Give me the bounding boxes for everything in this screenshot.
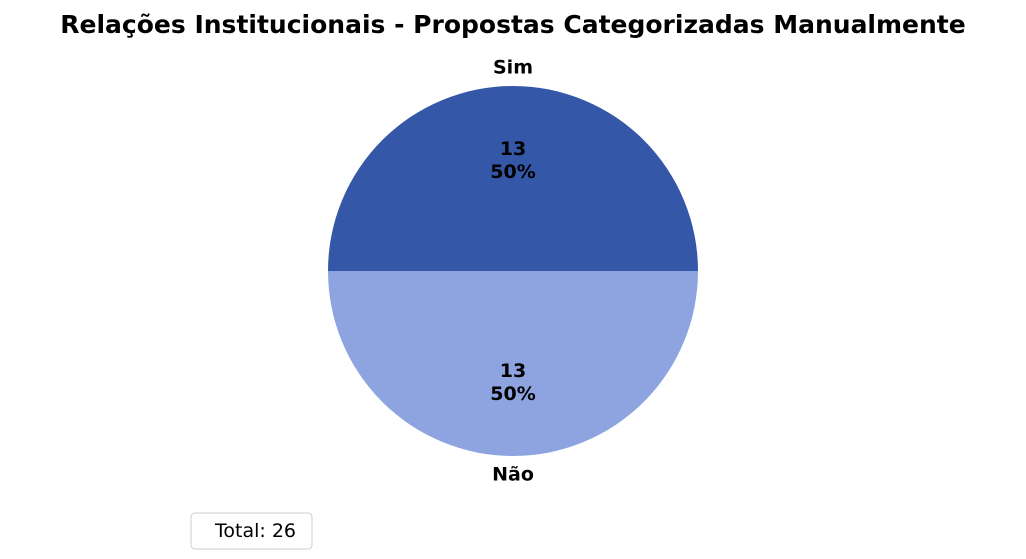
- pie-slice-não: [328, 271, 698, 456]
- slice-category-label: Não: [492, 464, 534, 486]
- slice-value-label: 13: [500, 360, 526, 382]
- legend-total-label: Total: 26: [214, 520, 296, 542]
- chart-title: Relações Institucionais - Propostas Cate…: [60, 10, 965, 39]
- slice-percent-label: 50%: [490, 161, 535, 183]
- slice-percent-label: 50%: [490, 383, 535, 405]
- pie-slice-sim: [328, 86, 698, 271]
- pie-slices: [328, 86, 698, 456]
- legend: Total: 26: [190, 512, 313, 550]
- slice-value-label: 13: [500, 138, 526, 160]
- legend-box: [190, 512, 313, 550]
- slice-category-label: Sim: [493, 57, 533, 79]
